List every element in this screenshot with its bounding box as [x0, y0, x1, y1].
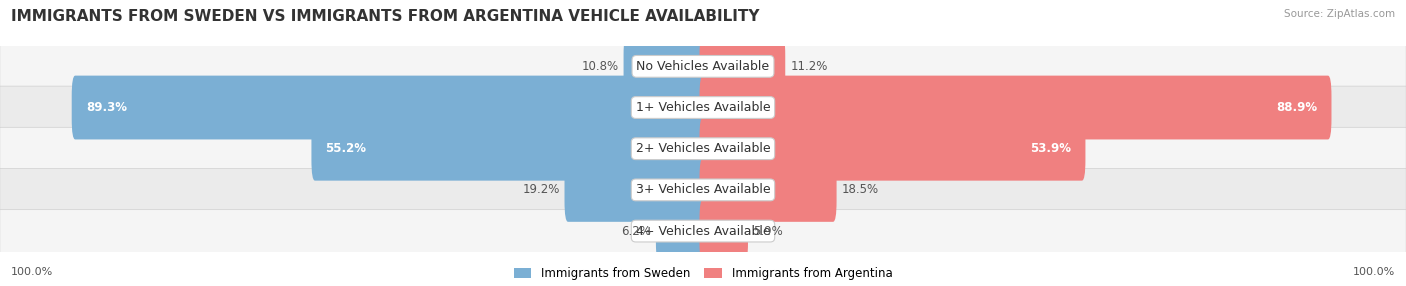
- Text: Source: ZipAtlas.com: Source: ZipAtlas.com: [1284, 9, 1395, 19]
- Text: 2+ Vehicles Available: 2+ Vehicles Available: [636, 142, 770, 155]
- FancyBboxPatch shape: [655, 199, 707, 263]
- Text: 88.9%: 88.9%: [1277, 101, 1317, 114]
- FancyBboxPatch shape: [0, 210, 1406, 253]
- Text: 55.2%: 55.2%: [325, 142, 367, 155]
- FancyBboxPatch shape: [624, 34, 707, 98]
- FancyBboxPatch shape: [0, 127, 1406, 170]
- Text: 10.8%: 10.8%: [582, 60, 619, 73]
- Text: 6.2%: 6.2%: [621, 225, 651, 238]
- Text: 100.0%: 100.0%: [11, 267, 53, 277]
- Legend: Immigrants from Sweden, Immigrants from Argentina: Immigrants from Sweden, Immigrants from …: [513, 267, 893, 280]
- Text: 100.0%: 100.0%: [1353, 267, 1395, 277]
- FancyBboxPatch shape: [700, 34, 785, 98]
- FancyBboxPatch shape: [565, 158, 707, 222]
- FancyBboxPatch shape: [72, 76, 707, 140]
- FancyBboxPatch shape: [700, 76, 1331, 140]
- Text: 1+ Vehicles Available: 1+ Vehicles Available: [636, 101, 770, 114]
- Text: IMMIGRANTS FROM SWEDEN VS IMMIGRANTS FROM ARGENTINA VEHICLE AVAILABILITY: IMMIGRANTS FROM SWEDEN VS IMMIGRANTS FRO…: [11, 9, 759, 23]
- Text: 3+ Vehicles Available: 3+ Vehicles Available: [636, 183, 770, 196]
- FancyBboxPatch shape: [700, 158, 837, 222]
- Text: 19.2%: 19.2%: [522, 183, 560, 196]
- FancyBboxPatch shape: [700, 199, 748, 263]
- Text: 4+ Vehicles Available: 4+ Vehicles Available: [636, 225, 770, 238]
- Text: 18.5%: 18.5%: [841, 183, 879, 196]
- FancyBboxPatch shape: [0, 86, 1406, 129]
- Text: 11.2%: 11.2%: [790, 60, 828, 73]
- FancyBboxPatch shape: [700, 117, 1085, 181]
- Text: 53.9%: 53.9%: [1031, 142, 1071, 155]
- FancyBboxPatch shape: [312, 117, 707, 181]
- FancyBboxPatch shape: [0, 168, 1406, 211]
- Text: 89.3%: 89.3%: [86, 101, 127, 114]
- Text: 5.9%: 5.9%: [754, 225, 783, 238]
- FancyBboxPatch shape: [0, 45, 1406, 88]
- Text: No Vehicles Available: No Vehicles Available: [637, 60, 769, 73]
